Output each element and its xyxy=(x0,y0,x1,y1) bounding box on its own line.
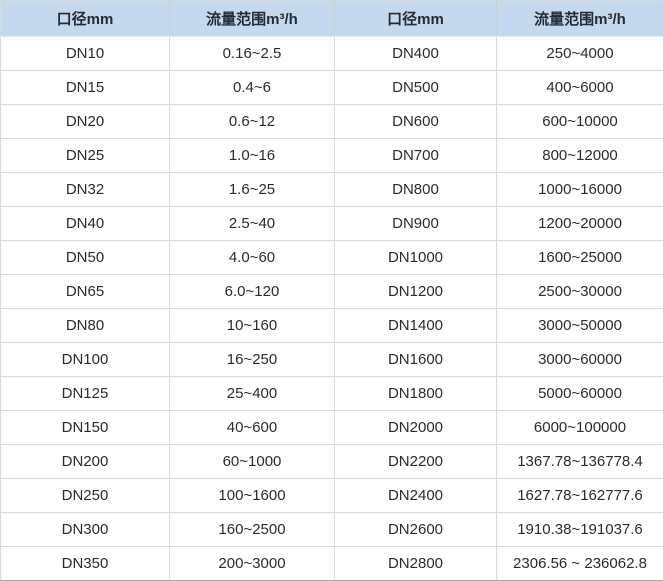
table-row: DN125 25~400 DN1800 5000~60000 xyxy=(0,376,663,411)
table-cell: 1910.38~191037.6 xyxy=(496,512,663,547)
table-row: DN100 16~250 DN1600 3000~60000 xyxy=(0,342,663,377)
header-row: 口径mm 流量范围m³/h 口径mm 流量范围m³/h xyxy=(0,0,663,37)
column-header: 口径mm xyxy=(0,0,170,37)
table-cell: 1000~16000 xyxy=(496,172,663,207)
table-cell: 1600~25000 xyxy=(496,240,663,275)
table-row: DN150 40~600 DN2000 6000~100000 xyxy=(0,410,663,445)
table-cell: DN1200 xyxy=(334,274,497,309)
table-cell: DN1400 xyxy=(334,308,497,343)
table-cell: DN25 xyxy=(0,138,170,173)
table-cell: 400~6000 xyxy=(496,70,663,105)
table-cell: DN1000 xyxy=(334,240,497,275)
table-cell: DN700 xyxy=(334,138,497,173)
table-cell: DN2000 xyxy=(334,410,497,445)
table-cell: 1.0~16 xyxy=(169,138,335,173)
table-cell: 200~3000 xyxy=(169,546,335,581)
table-cell: 3000~50000 xyxy=(496,308,663,343)
table-row: DN80 10~160 DN1400 3000~50000 xyxy=(0,308,663,343)
table-cell: DN1600 xyxy=(334,342,497,377)
table-cell: DN600 xyxy=(334,104,497,139)
table-cell: DN10 xyxy=(0,36,170,71)
table-cell: DN15 xyxy=(0,70,170,105)
table-cell: DN2600 xyxy=(334,512,497,547)
column-header: 流量范围m³/h xyxy=(169,0,335,37)
table-cell: DN100 xyxy=(0,342,170,377)
table-cell: 1.6~25 xyxy=(169,172,335,207)
table-cell: DN800 xyxy=(334,172,497,207)
table-header: 口径mm 流量范围m³/h 口径mm 流量范围m³/h xyxy=(0,0,663,37)
table-cell: 1367.78~136778.4 xyxy=(496,444,663,479)
table-row: DN350 200~3000 DN2800 2306.56 ~ 236062.8 xyxy=(0,546,663,581)
table-cell: 6.0~120 xyxy=(169,274,335,309)
table-cell: 2500~30000 xyxy=(496,274,663,309)
table-cell: 25~400 xyxy=(169,376,335,411)
table-cell: 60~1000 xyxy=(169,444,335,479)
table-cell: DN250 xyxy=(0,478,170,513)
table-row: DN15 0.4~6 DN500 400~6000 xyxy=(0,70,663,105)
table-cell: 1627.78~162777.6 xyxy=(496,478,663,513)
table-cell: DN2400 xyxy=(334,478,497,513)
table-cell: 100~1600 xyxy=(169,478,335,513)
table-cell: DN1800 xyxy=(334,376,497,411)
table-cell: 0.16~2.5 xyxy=(169,36,335,71)
table-cell: DN150 xyxy=(0,410,170,445)
table-row: DN32 1.6~25 DN800 1000~16000 xyxy=(0,172,663,207)
table-cell: 0.6~12 xyxy=(169,104,335,139)
table-cell: 800~12000 xyxy=(496,138,663,173)
table-cell: 5000~60000 xyxy=(496,376,663,411)
table-cell: 16~250 xyxy=(169,342,335,377)
table-cell: 6000~100000 xyxy=(496,410,663,445)
column-header: 流量范围m³/h xyxy=(496,0,663,37)
table-cell: DN50 xyxy=(0,240,170,275)
table-cell: 40~600 xyxy=(169,410,335,445)
table-row: DN10 0.16~2.5 DN400 250~4000 xyxy=(0,36,663,71)
table-row: DN250 100~1600 DN2400 1627.78~162777.6 xyxy=(0,478,663,513)
table-row: DN25 1.0~16 DN700 800~12000 xyxy=(0,138,663,173)
table-cell: DN400 xyxy=(334,36,497,71)
table-row: DN50 4.0~60 DN1000 1600~25000 xyxy=(0,240,663,275)
table-cell: DN2800 xyxy=(334,546,497,581)
table-row: DN20 0.6~12 DN600 600~10000 xyxy=(0,104,663,139)
table-row: DN300 160~2500 DN2600 1910.38~191037.6 xyxy=(0,512,663,547)
table-cell: 2.5~40 xyxy=(169,206,335,241)
column-header: 口径mm xyxy=(334,0,497,37)
table-cell: 10~160 xyxy=(169,308,335,343)
table-cell: DN32 xyxy=(0,172,170,207)
table-row: DN40 2.5~40 DN900 1200~20000 xyxy=(0,206,663,241)
table-cell: DN500 xyxy=(334,70,497,105)
table-cell: 250~4000 xyxy=(496,36,663,71)
table-cell: DN300 xyxy=(0,512,170,547)
table-cell: DN200 xyxy=(0,444,170,479)
table-cell: 2306.56 ~ 236062.8 xyxy=(496,546,663,581)
table-cell: DN125 xyxy=(0,376,170,411)
table-cell: 4.0~60 xyxy=(169,240,335,275)
table-cell: DN65 xyxy=(0,274,170,309)
table-row: DN200 60~1000 DN2200 1367.78~136778.4 xyxy=(0,444,663,479)
table-cell: DN350 xyxy=(0,546,170,581)
table-cell: 1200~20000 xyxy=(496,206,663,241)
table-cell: DN80 xyxy=(0,308,170,343)
table-row: DN65 6.0~120 DN1200 2500~30000 xyxy=(0,274,663,309)
table-cell: 160~2500 xyxy=(169,512,335,547)
table-cell: DN40 xyxy=(0,206,170,241)
table-body: DN10 0.16~2.5 DN400 250~4000 DN15 0.4~6 DN500 4… xyxy=(0,36,663,581)
table-cell: DN20 xyxy=(0,104,170,139)
table-cell: 0.4~6 xyxy=(169,70,335,105)
table-cell: 600~10000 xyxy=(496,104,663,139)
table-cell: DN2200 xyxy=(334,444,497,479)
table-cell: 3000~60000 xyxy=(496,342,663,377)
table-cell: DN900 xyxy=(334,206,497,241)
